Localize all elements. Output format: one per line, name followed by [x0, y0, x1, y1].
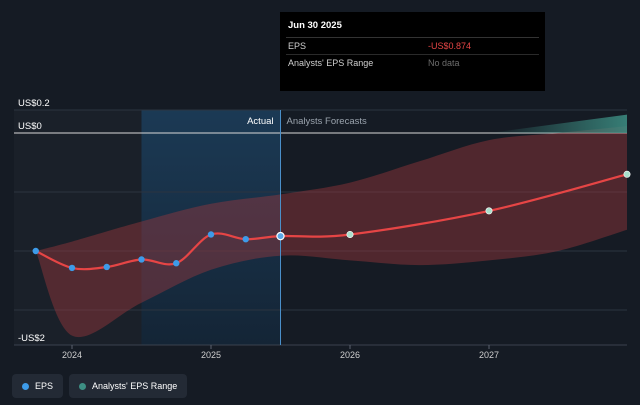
actual-highlight-bg	[141, 110, 281, 345]
eps-actual-point	[103, 263, 110, 271]
legend: EPS Analysts' EPS Range	[12, 374, 188, 398]
x-tick-label: 2027	[479, 350, 499, 360]
legend-eps-label: EPS	[35, 381, 54, 391]
x-tick-label: 2026	[340, 350, 360, 360]
eps-forecast-point	[346, 230, 354, 238]
eps-forecast-point	[485, 207, 493, 215]
eps-line	[35, 173, 628, 271]
legend-range-dot-icon	[79, 382, 87, 390]
eps-actual-point	[68, 264, 76, 272]
legend-item-eps[interactable]: EPS	[12, 374, 64, 398]
actual-label: Actual	[247, 116, 273, 127]
legend-range-label: Analysts' EPS Range	[92, 381, 178, 391]
y-tick-label: US$0	[18, 121, 42, 132]
tooltip-eps-label: EPS	[288, 41, 307, 51]
x-tick-label: 2025	[201, 350, 221, 360]
eps-actual-point	[32, 247, 39, 255]
range-above-zero-area	[489, 114, 627, 133]
y-tick-label: -US$2	[18, 333, 45, 344]
eps-actual-point	[138, 256, 145, 263]
tooltip: Jun 30 2025 EPS -US$0.874 Analysts' EPS …	[280, 12, 545, 91]
eps-actual-point	[207, 231, 215, 238]
past-region-bg	[14, 110, 142, 345]
legend-eps-dot-icon	[22, 382, 29, 390]
tooltip-range-label: Analysts' EPS Range	[288, 58, 374, 68]
tooltip-row-range: Analysts' EPS Range No data	[286, 55, 539, 71]
eps-range-band	[35, 126, 628, 338]
tooltip-title: Jun 30 2025	[286, 18, 539, 38]
tooltip-row-eps: EPS -US$0.874	[286, 38, 539, 55]
eps-actual-point	[173, 260, 180, 267]
tooltip-eps-value: -US$0.874	[428, 41, 472, 51]
eps-forecast-point	[623, 170, 631, 178]
tooltip-range-value: No data	[428, 58, 460, 68]
legend-item-range[interactable]: Analysts' EPS Range	[69, 374, 188, 398]
y-tick-label: US$0.2	[18, 98, 50, 109]
eps-actual-point	[242, 236, 249, 243]
x-tick-label: 2024	[62, 350, 82, 360]
forecast-label: Analysts Forecasts	[287, 116, 367, 127]
eps-actual-point	[276, 231, 285, 241]
